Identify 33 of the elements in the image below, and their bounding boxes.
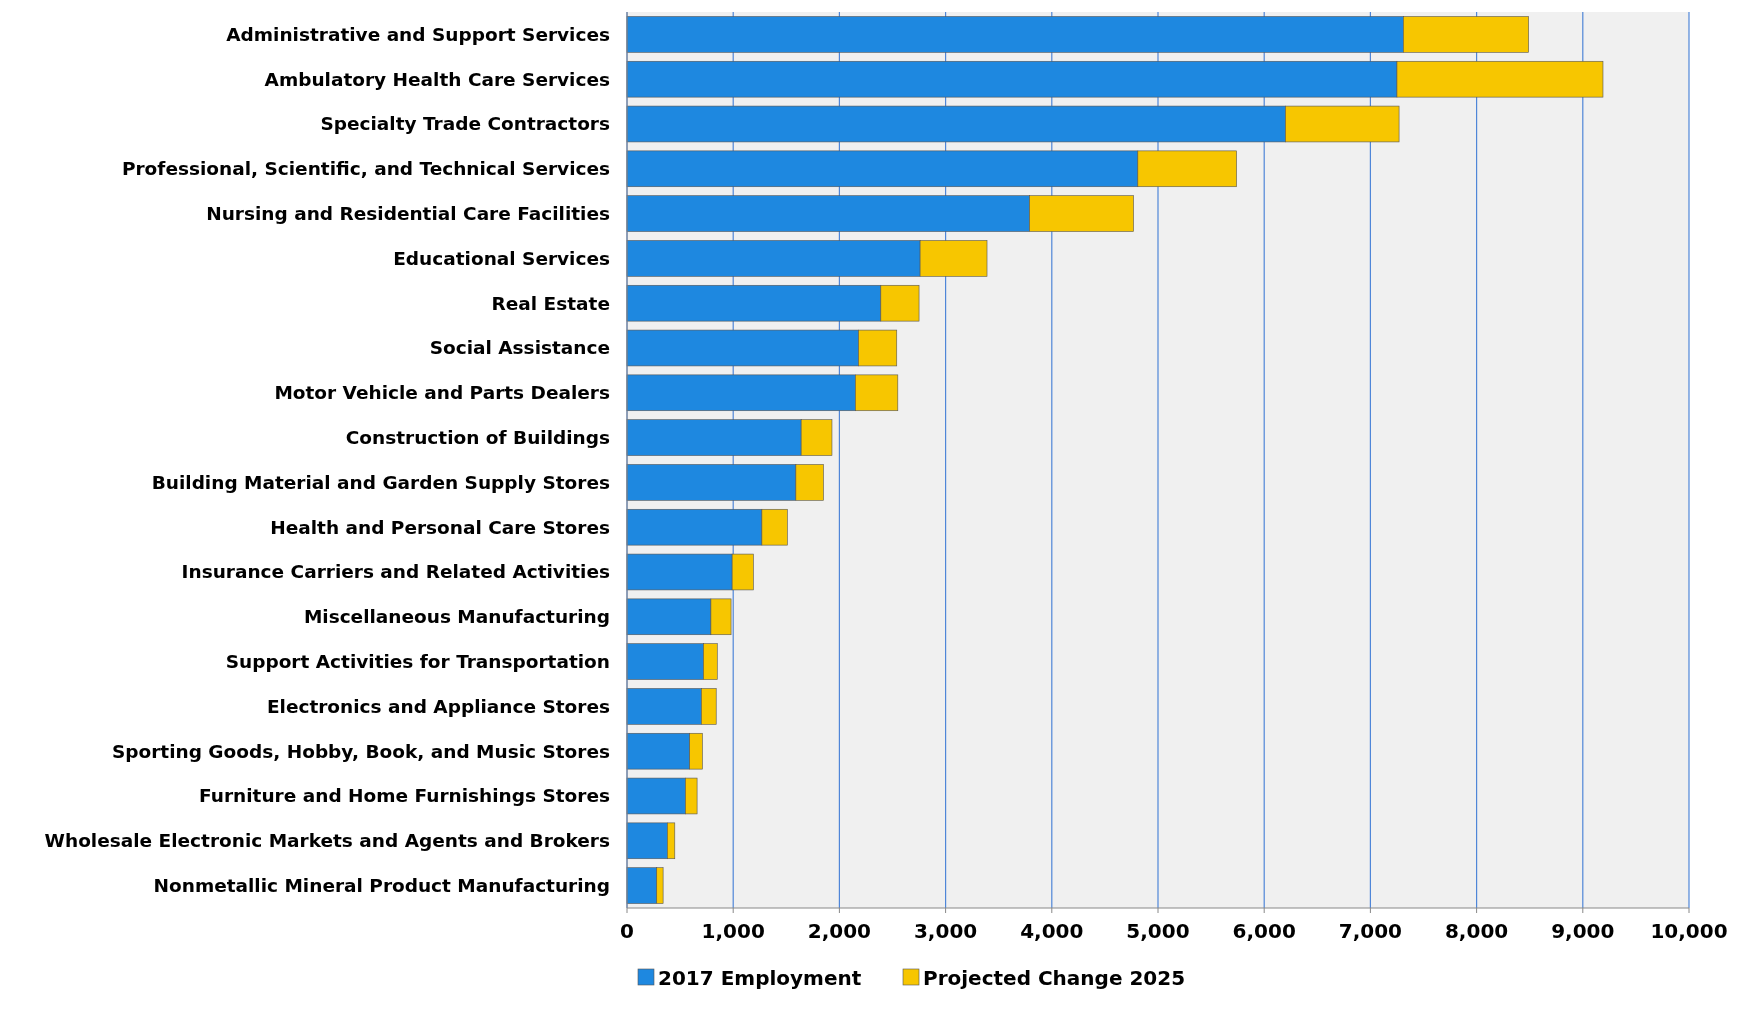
- x-tick-label: 4,000: [1020, 919, 1084, 943]
- legend-label: 2017 Employment: [658, 966, 862, 990]
- y-tick-label: Sporting Goods, Hobby, Book, and Music Stores: [111, 740, 610, 762]
- y-tick-label: Wholesale Electronic Markets and Agents and Brokers: [44, 830, 610, 852]
- y-tick-label: Nursing and Residential Care Facilities: [206, 203, 610, 225]
- y-tick-label: Educational Services: [393, 247, 610, 269]
- y-tick-label: Professional, Scientific, and Technical Services: [121, 158, 610, 180]
- y-tick-label: Building Material and Garden Supply Stores: [151, 471, 610, 493]
- x-tick-label: 5,000: [1126, 919, 1190, 943]
- legend-label: Projected Change 2025: [923, 966, 1186, 990]
- y-tick-label: Support Activities for Transportation: [225, 651, 610, 673]
- x-tick-label: 8,000: [1444, 919, 1509, 943]
- y-tick-label: Real Estate: [491, 292, 610, 314]
- y-tick-label: Electronics and Appliance Stores: [266, 695, 610, 717]
- y-tick-label: Furniture and Home Furnishings Stores: [199, 785, 610, 807]
- y-tick-label: Social Assistance: [429, 337, 610, 359]
- y-tick-label: Insurance Carriers and Related Activities: [181, 561, 610, 583]
- x-tick-label: 9,000: [1551, 919, 1615, 943]
- x-tick-label: 6,000: [1232, 919, 1296, 943]
- y-tick-label: Ambulatory Health Care Services: [264, 68, 610, 90]
- y-tick-label: Miscellaneous Manufacturing: [303, 606, 610, 628]
- y-tick-label: Health and Personal Care Stores: [270, 516, 610, 538]
- x-tick-label: 10,000: [1650, 919, 1728, 943]
- y-tick-label: Motor Vehicle and Parts Dealers: [274, 382, 610, 404]
- x-tick-label: 3,000: [913, 919, 978, 943]
- y-tick-label: Specialty Trade Contractors: [320, 113, 610, 135]
- y-tick-label: Construction of Buildings: [345, 427, 610, 449]
- y-tick-label: Administrative and Support Services: [226, 23, 610, 45]
- x-tick-label: 7,000: [1338, 919, 1403, 943]
- x-tick-label: 0: [620, 919, 634, 943]
- x-tick-label: 1,000: [701, 919, 765, 943]
- y-tick-label: Nonmetallic Mineral Product Manufacturing: [153, 875, 610, 897]
- x-tick-label: 2,000: [807, 919, 872, 943]
